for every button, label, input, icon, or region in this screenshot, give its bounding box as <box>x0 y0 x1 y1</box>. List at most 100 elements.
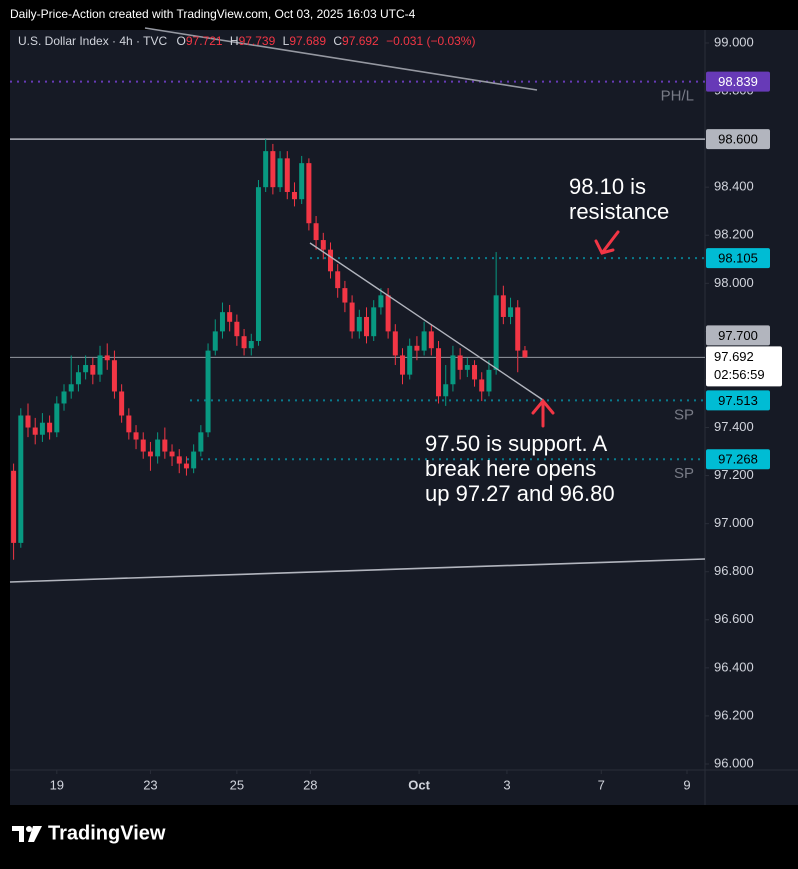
y-tick-label: 96.000 <box>714 755 754 770</box>
annotation: resistance <box>569 199 669 224</box>
candle-body <box>248 340 254 349</box>
y-tick-label: 96.400 <box>714 659 754 674</box>
trend-line <box>144 27 538 91</box>
arrow <box>531 398 555 428</box>
candle-body <box>32 427 38 435</box>
y-tick-label: 96.800 <box>714 563 754 578</box>
y-tick-label: 98.200 <box>714 227 754 242</box>
legend-key: L <box>283 34 290 48</box>
candle-body <box>515 307 521 351</box>
header-credit: Daily-Price-Action created with TradingV… <box>10 7 416 21</box>
candle-body <box>342 288 348 303</box>
candle-body <box>104 355 110 361</box>
candle-body <box>320 240 326 250</box>
candle-body <box>270 151 276 188</box>
legend-key: C <box>333 34 342 48</box>
y-tick-label: 97.400 <box>714 419 754 434</box>
price-badge <box>706 71 770 92</box>
x-tick-label: 19 <box>50 777 64 792</box>
candle-body <box>191 451 197 469</box>
legend-value: 97.721 <box>186 34 223 48</box>
candle-body <box>443 384 449 397</box>
y-tick-label: 99.000 <box>714 34 754 49</box>
x-tick-label: Oct <box>408 777 430 792</box>
candle-body <box>436 348 442 397</box>
candle-body <box>227 312 233 322</box>
legend-value: 97.689 <box>289 34 326 48</box>
candles-layer <box>11 139 528 560</box>
price-badge-label: 97.700 <box>718 328 758 343</box>
price-badge-label: 98.600 <box>718 132 758 147</box>
candle-body <box>414 345 420 351</box>
candle-body <box>183 463 189 469</box>
countdown: 02:56:59 <box>714 367 765 382</box>
annotation: break here opens <box>425 456 596 481</box>
price-badge <box>706 390 770 411</box>
y-tick-label: 98.400 <box>714 179 754 194</box>
price-badge-label: 97.513 <box>718 393 758 408</box>
candle-body <box>407 345 413 375</box>
candle-body <box>54 403 60 433</box>
trend-line <box>9 558 706 583</box>
candle-body <box>464 365 470 370</box>
candle-body <box>241 336 247 349</box>
candle-body <box>349 302 355 332</box>
candle-body <box>457 355 463 370</box>
symbol: U.S. Dollar Index · 4h · TVC <box>18 34 167 48</box>
annotation: up 97.27 and 96.80 <box>425 481 615 506</box>
candle-body <box>335 271 341 289</box>
legend-key: O <box>177 34 186 48</box>
chart-panel <box>10 30 798 805</box>
candle-body <box>155 439 161 457</box>
candle-body <box>90 365 96 375</box>
price-badge <box>706 449 770 470</box>
candle-body <box>212 331 218 351</box>
candle-body <box>219 312 225 332</box>
logo-mark <box>12 826 24 842</box>
candle-body <box>234 321 240 337</box>
text-layer: U.S. Dollar Index · 4h · TVC O97.721 H97… <box>18 34 669 506</box>
candle-body <box>126 415 132 433</box>
candle-body <box>205 350 211 433</box>
axis-layer: 96.000 96.200 96.400 96.600 96.800 97.000 97.2… <box>50 34 782 792</box>
candle-body <box>291 191 297 200</box>
candle-body <box>364 316 370 337</box>
y-tick-label: 96.600 <box>714 611 754 626</box>
candle-body <box>500 295 506 317</box>
price-badge <box>706 248 770 269</box>
x-tick-label: 23 <box>143 777 157 792</box>
candle-body <box>277 158 283 188</box>
y-tick-label: 97.000 <box>714 515 754 530</box>
candle-body <box>400 355 406 375</box>
candle-body <box>133 432 139 440</box>
candle-body <box>522 350 528 358</box>
candle-body <box>299 163 305 200</box>
candle-body <box>83 365 89 373</box>
candle-body <box>169 451 175 457</box>
candle-body <box>421 331 427 351</box>
y-tick-label: 98.000 <box>714 275 754 290</box>
candle-body <box>428 331 434 349</box>
candle-body <box>472 365 478 380</box>
candle-body <box>486 369 492 392</box>
candle-body <box>11 470 17 543</box>
annotation: 97.50 is support. A <box>425 431 608 456</box>
trend-line <box>309 242 544 401</box>
legend: U.S. Dollar Index · 4h · TVC O97.721 H97… <box>18 34 475 48</box>
candle-body <box>378 295 384 308</box>
price-badge-label: 98.839 <box>718 74 758 89</box>
candle-body <box>119 391 125 416</box>
levels-layer <box>10 80 705 461</box>
legend-value: 97.739 <box>239 34 276 48</box>
candle-body <box>450 355 456 385</box>
price-badge-label: 97.268 <box>718 452 758 467</box>
x-tick-label: 25 <box>230 777 244 792</box>
x-tick-label: 7 <box>598 777 605 792</box>
legend-change: −0.031 (−0.03%) <box>386 34 475 48</box>
y-tick-label: 97.200 <box>714 467 754 482</box>
arrow <box>594 230 620 255</box>
level-tag: SP <box>674 465 694 482</box>
candle-body <box>306 163 312 224</box>
candle-body <box>97 355 103 375</box>
